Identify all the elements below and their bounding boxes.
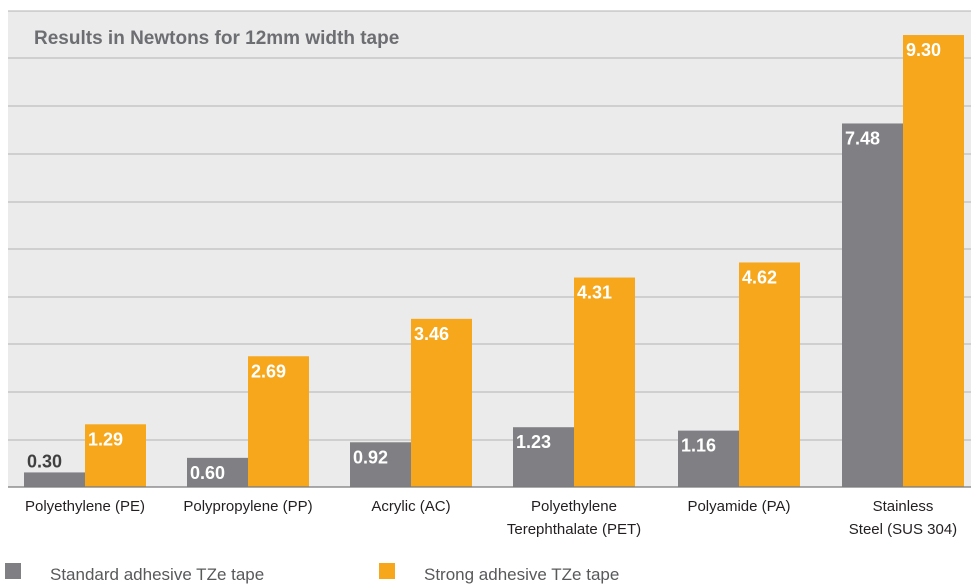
bar-strong xyxy=(739,262,800,487)
legend-swatch-standard xyxy=(5,563,21,579)
bar-strong xyxy=(903,35,964,488)
gridlines xyxy=(8,10,971,441)
bar-standard xyxy=(513,427,574,487)
data-label: 1.29 xyxy=(88,429,123,449)
bar-standard xyxy=(350,442,411,487)
bar-standard xyxy=(842,123,903,488)
category-label: Acrylic (AC) xyxy=(371,498,450,515)
bar-strong xyxy=(85,424,146,487)
data-label: 4.31 xyxy=(577,283,612,303)
data-label: 1.23 xyxy=(516,432,551,452)
data-label: 2.69 xyxy=(251,361,286,381)
category-label: Stainless Steel (SUS 304) xyxy=(849,498,957,538)
category-label: Polyethylene (PE) xyxy=(25,498,145,515)
bar-standard xyxy=(678,430,739,487)
category-label: Polypropylene (PP) xyxy=(183,498,312,515)
data-label: 3.46 xyxy=(414,324,449,344)
data-label: 1.16 xyxy=(681,436,716,456)
data-label: 0.92 xyxy=(353,447,388,467)
data-label: 7.48 xyxy=(845,128,880,148)
category-label: Polyamide (PA) xyxy=(687,498,790,515)
data-label: 9.30 xyxy=(906,40,941,60)
bar-strong xyxy=(411,318,472,487)
bars: 0.30 0.60 0.92 1.23 1.16 7.48 1.29 2.69 3.46 4.31… xyxy=(24,35,964,488)
chart-title: Results in Newtons for 12mm width tape xyxy=(34,28,399,49)
legend-label-standard: Standard adhesive TZe tape xyxy=(50,565,264,584)
bar-standard xyxy=(187,457,248,487)
category-labels: Polyethylene (PE) Polypropylene (PP) Acryl… xyxy=(25,498,957,538)
bar-strong xyxy=(248,356,309,487)
data-label: 4.62 xyxy=(742,267,777,287)
category-label: Polyethylene Terephthalate (PET) xyxy=(507,498,641,538)
bar-strong xyxy=(574,277,635,487)
data-label: 0.60 xyxy=(190,463,225,483)
data-label: 0.30 xyxy=(27,451,62,471)
legend-label-strong: Strong adhesive TZe tape xyxy=(424,565,619,584)
legend-swatch-strong xyxy=(379,563,395,579)
legend: Standard adhesive TZe tape Strong adhesiv… xyxy=(5,563,619,584)
bar-standard xyxy=(24,472,85,487)
